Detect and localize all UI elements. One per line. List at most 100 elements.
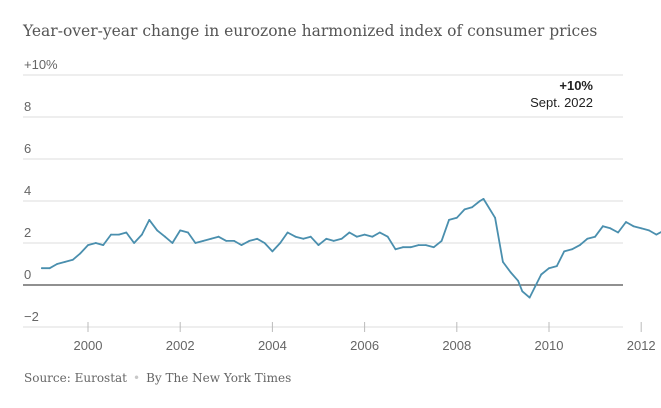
source-note: Source: Eurostat	[24, 371, 127, 385]
data-point	[164, 235, 166, 238]
data-point	[225, 240, 228, 242]
data-point	[371, 235, 374, 238]
data-point	[294, 235, 297, 238]
data-point	[517, 279, 519, 282]
data-point	[87, 244, 89, 247]
data-point	[156, 229, 159, 232]
x-tick-label: 2008	[442, 338, 471, 353]
data-point	[521, 290, 524, 293]
data-point	[448, 219, 450, 221]
data-point	[48, 267, 51, 270]
data-point	[133, 242, 136, 244]
data-point	[171, 242, 174, 244]
footer-separator: •	[133, 371, 141, 385]
data-point	[263, 242, 266, 244]
x-tick-label: 2012	[627, 338, 656, 353]
data-point	[179, 229, 182, 232]
data-point	[409, 246, 412, 249]
data-point	[602, 225, 604, 228]
data-point	[240, 244, 243, 247]
data-point	[563, 250, 566, 253]
data-point	[256, 237, 259, 240]
data-point	[579, 244, 581, 247]
data-point	[110, 233, 112, 236]
data-point	[210, 237, 213, 240]
data-point	[425, 244, 427, 247]
y-tick-label: −2	[24, 309, 39, 324]
x-tick-label: 2002	[166, 338, 195, 353]
data-point	[79, 252, 82, 255]
y-tick-label: 4	[24, 183, 31, 198]
data-point	[233, 240, 236, 242]
data-point	[640, 227, 643, 230]
data-point	[187, 231, 189, 234]
x-tick-label: 2004	[258, 338, 287, 353]
data-point	[502, 261, 504, 263]
data-point	[56, 263, 58, 265]
data-point	[609, 227, 612, 230]
data-point	[655, 233, 658, 236]
x-tick-label: 2010	[535, 338, 564, 353]
data-point	[432, 246, 435, 249]
data-point	[378, 231, 381, 234]
y-tick-label: 8	[24, 99, 31, 114]
chart-title: Year-over-year change in eurozone harmon…	[23, 22, 598, 40]
y-tick-label: +10%	[24, 57, 58, 72]
data-point	[471, 206, 473, 209]
data-point	[482, 198, 485, 200]
data-point	[586, 237, 589, 240]
data-point	[394, 248, 397, 251]
data-point	[509, 271, 512, 274]
data-point	[617, 231, 619, 234]
data-point	[632, 225, 635, 228]
data-point	[102, 244, 105, 247]
byline: By The New York Times	[146, 371, 292, 385]
annotation-value: +10%	[559, 78, 593, 93]
data-point	[148, 219, 151, 221]
data-point	[479, 200, 481, 202]
data-point	[648, 229, 650, 232]
data-point	[217, 235, 220, 238]
y-tick-label: 0	[24, 267, 31, 282]
data-point	[194, 242, 197, 244]
data-point	[302, 237, 305, 240]
data-point	[340, 237, 343, 240]
data-point	[455, 216, 458, 219]
data-point	[348, 231, 351, 234]
data-point	[402, 246, 404, 249]
data-point	[363, 233, 366, 236]
data-point	[286, 231, 289, 234]
data-point	[355, 235, 358, 238]
footer: Source: Eurostat • By The New York Times	[24, 371, 291, 385]
data-point	[248, 240, 251, 242]
data-point	[141, 233, 143, 236]
data-point	[440, 240, 443, 242]
data-point	[125, 231, 128, 234]
data-point	[325, 237, 328, 240]
data-point	[271, 250, 274, 253]
data-point	[494, 216, 496, 219]
data-point	[279, 242, 282, 244]
data-point	[94, 242, 97, 244]
data-point	[571, 248, 573, 251]
annotation-date: Sept. 2022	[530, 95, 593, 110]
data-point	[548, 267, 550, 270]
data-point	[202, 240, 205, 242]
x-tick-label: 2006	[350, 338, 379, 353]
data-point	[594, 235, 596, 238]
data-point	[555, 265, 558, 267]
x-tick-label: 2000	[74, 338, 103, 353]
data-point	[309, 235, 312, 238]
data-point	[625, 221, 627, 223]
data-point	[386, 235, 389, 238]
data-point	[41, 267, 43, 270]
y-tick-label: 2	[24, 225, 31, 240]
data-point	[317, 244, 320, 247]
data-point	[417, 244, 420, 247]
data-point	[71, 258, 74, 261]
y-tick-label: 6	[24, 141, 31, 156]
data-point	[118, 233, 120, 236]
data-point	[332, 240, 335, 242]
data-point	[463, 208, 466, 211]
